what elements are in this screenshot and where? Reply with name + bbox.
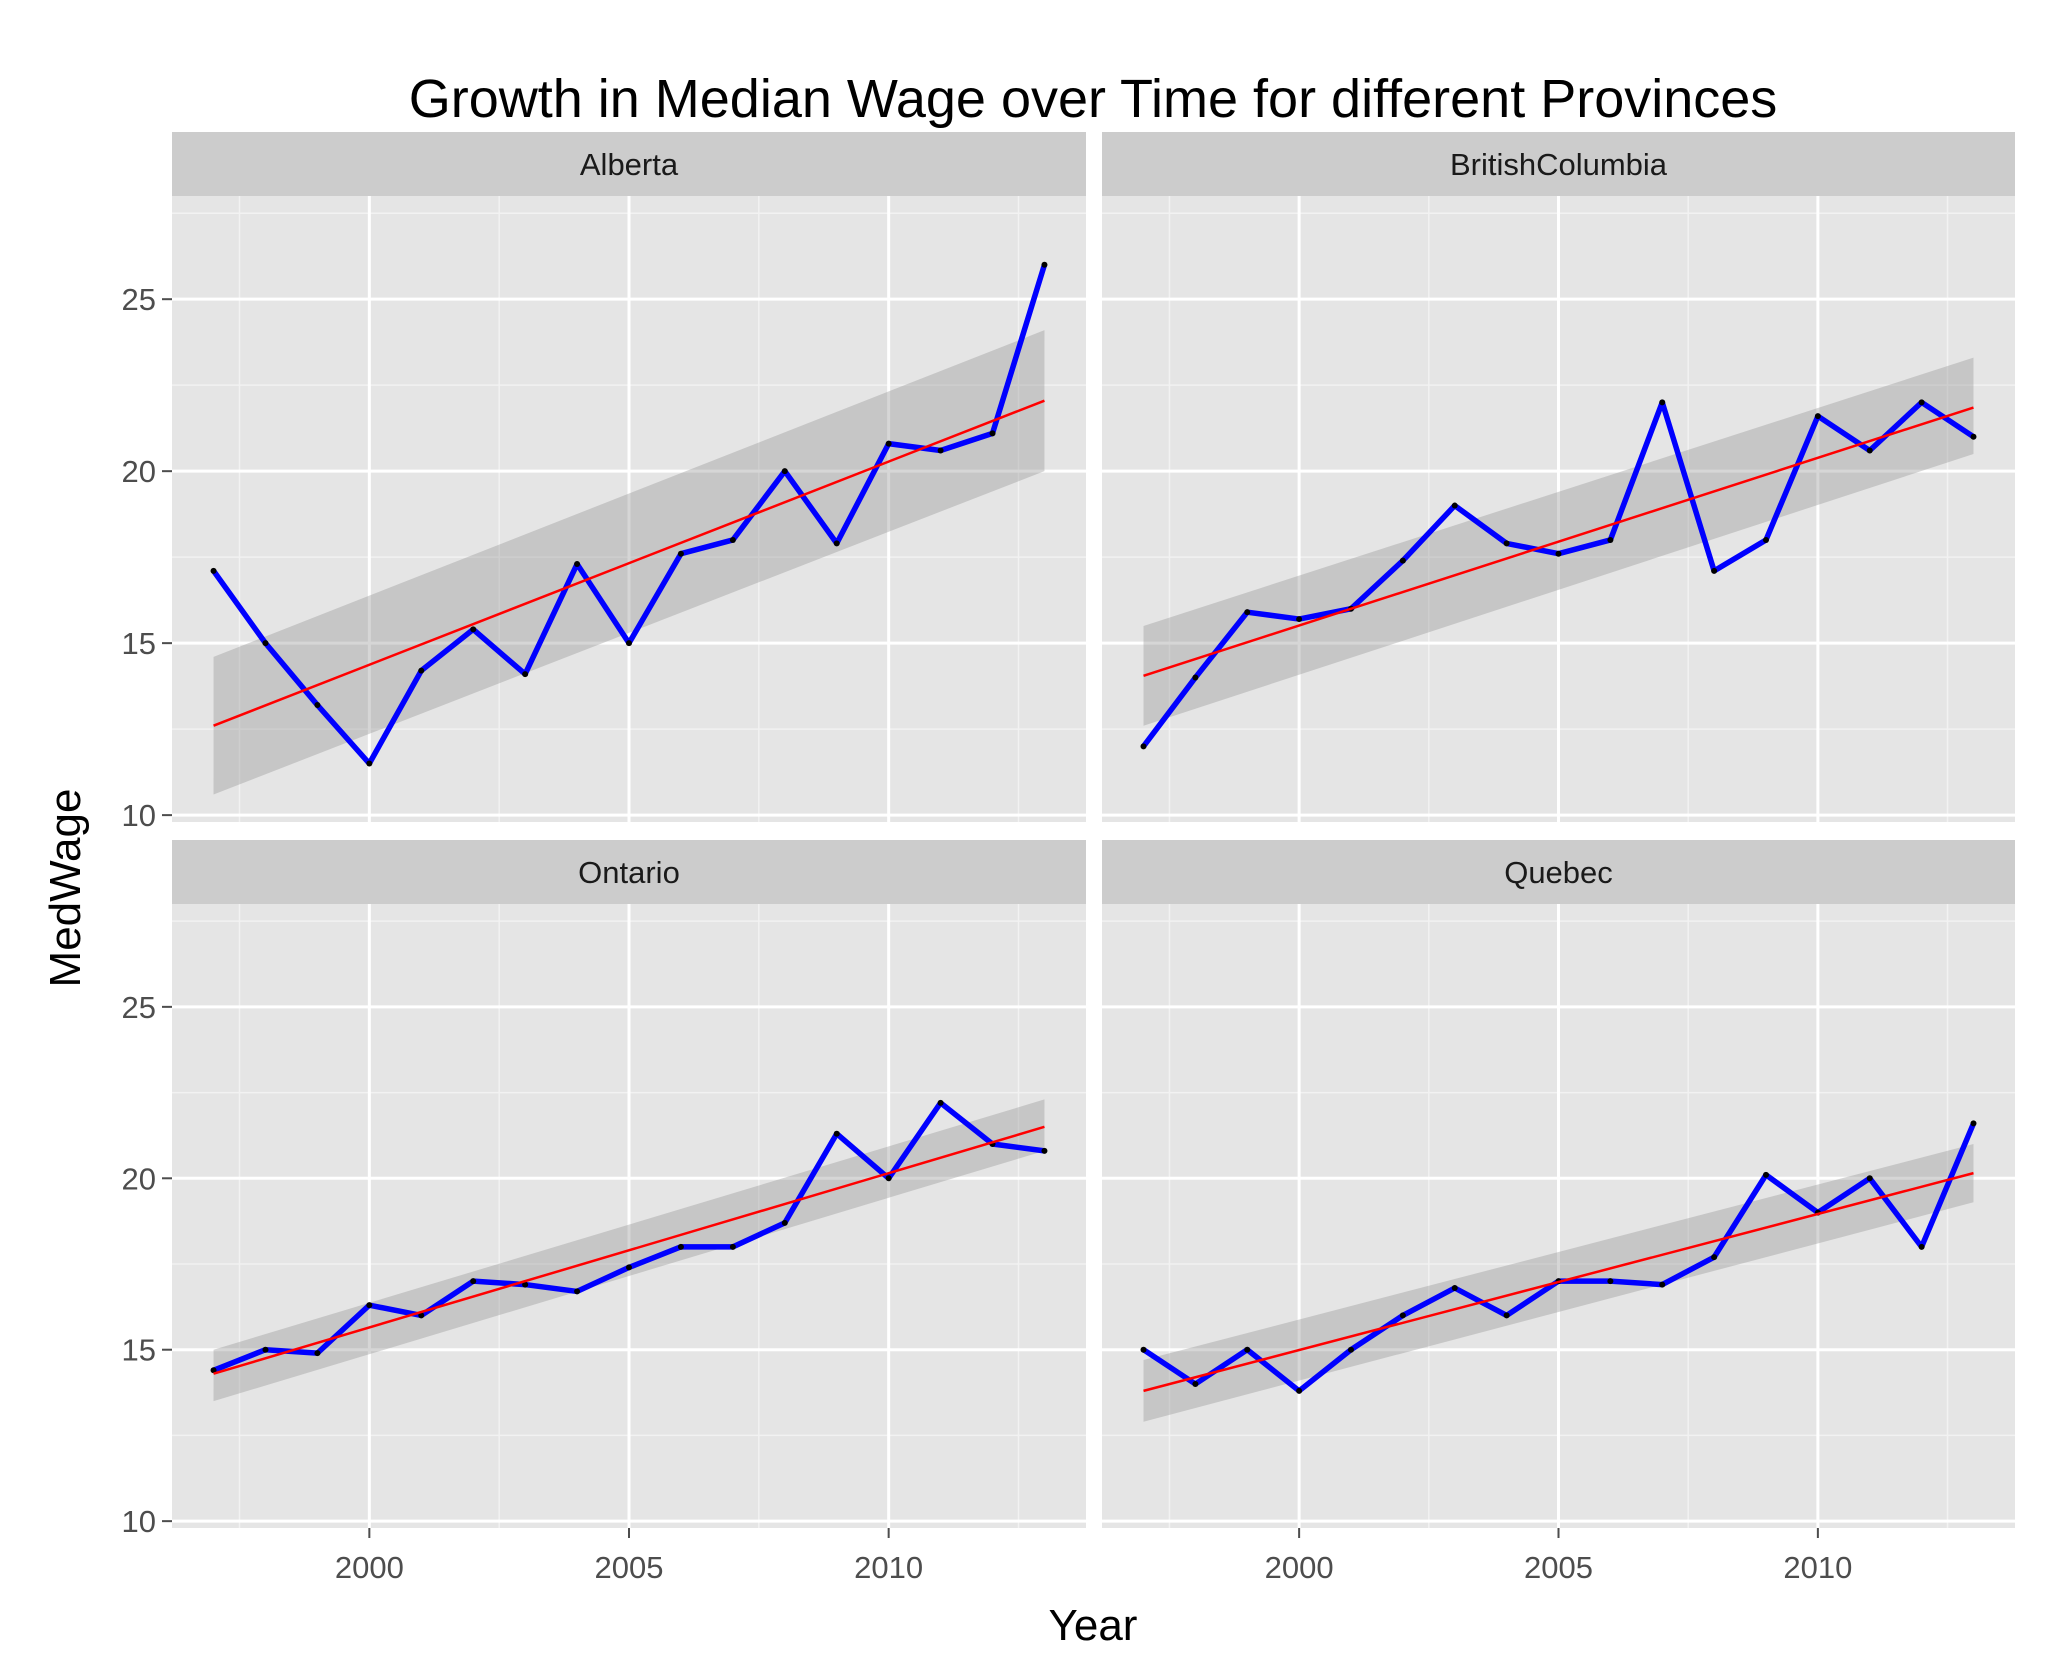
data-point — [1607, 536, 1614, 543]
data-point — [1296, 616, 1303, 623]
facet-strip-label: Alberta — [580, 147, 679, 182]
y-tick-label: 15 — [122, 626, 156, 661]
data-point — [1192, 674, 1199, 681]
data-point — [366, 1302, 373, 1309]
data-point — [937, 447, 944, 454]
data-point — [314, 702, 321, 709]
data-point — [781, 468, 788, 475]
facet-strip-label: BritishColumbia — [1450, 147, 1668, 182]
panel-britishcolumbia: BritishColumbia — [1102, 132, 2015, 822]
facet-strip — [172, 840, 1086, 904]
data-point — [833, 1130, 840, 1137]
facet-strip-label: Quebec — [1504, 855, 1613, 890]
data-point — [1192, 1381, 1199, 1387]
data-point — [418, 1312, 425, 1319]
facet-strip — [1102, 132, 2015, 196]
trend-line — [213, 1125, 1045, 1375]
trend-line — [213, 399, 1045, 727]
y-tick-label: 10 — [122, 798, 156, 833]
data-point — [885, 440, 892, 447]
x-tick-label: 2010 — [854, 1550, 923, 1585]
y-tick-label: 25 — [122, 990, 156, 1025]
data-point — [1866, 447, 1873, 454]
data-point — [210, 1367, 217, 1374]
data-point — [262, 640, 269, 647]
data-point — [626, 640, 632, 647]
data-point — [833, 540, 840, 547]
data-point — [314, 1350, 321, 1357]
trend-line — [1143, 406, 1974, 678]
data-point — [470, 1278, 477, 1285]
x-tick-label: 2000 — [1265, 1550, 1334, 1585]
data-point — [470, 626, 477, 633]
data-point — [885, 1175, 892, 1182]
facet-strip-label: Ontario — [578, 855, 680, 890]
data-point — [1918, 399, 1925, 406]
data-point — [1607, 1278, 1614, 1285]
y-axis-title: MedWage — [41, 789, 90, 988]
data-point — [1041, 261, 1048, 268]
data-point — [1451, 1285, 1458, 1291]
y-tick-label: 10 — [122, 1504, 156, 1539]
data-point — [574, 1288, 581, 1295]
data-point — [418, 667, 425, 674]
data-point — [1348, 1346, 1354, 1353]
x-tick-label: 2010 — [1783, 1550, 1852, 1585]
data-point — [366, 760, 373, 767]
data-point — [1296, 1387, 1303, 1394]
panel-ontario: Ontario 10 15 20 25 2000 2005 2010 — [122, 840, 1086, 1585]
data-point — [1244, 609, 1251, 616]
data-point — [781, 1219, 788, 1226]
chart-title: Growth in Median Wage over Time for diff… — [409, 69, 1778, 129]
data-point — [1866, 1175, 1873, 1182]
data-point — [1970, 433, 1977, 440]
data-point — [1451, 502, 1458, 509]
x-tick-label: 2000 — [335, 1550, 404, 1585]
facet-strip — [1102, 840, 2015, 904]
data-point — [677, 1243, 684, 1250]
panel-quebec: Quebec 2000 2005 2010 — [1102, 840, 2015, 1585]
data-point — [729, 1243, 736, 1250]
data-point — [1711, 567, 1718, 574]
data-point — [1970, 1120, 1977, 1127]
data-point — [1918, 1243, 1925, 1250]
data-point — [677, 550, 684, 557]
data-point — [1503, 540, 1510, 547]
data-point — [1140, 743, 1147, 750]
x-axis-title: Year — [1049, 1601, 1138, 1650]
y-tick-label: 20 — [122, 454, 156, 489]
panel-alberta: Alberta 10 15 20 25 — [122, 132, 1086, 833]
data-point — [1814, 413, 1821, 420]
data-point — [1763, 1171, 1769, 1178]
data-point — [1503, 1312, 1510, 1319]
y-tick-label: 25 — [122, 282, 156, 317]
data-point — [729, 536, 736, 543]
facet-panels: Alberta 10 15 20 25 BritishColumbia Ontario 10 1… — [122, 132, 2015, 1585]
trend-line — [1143, 1171, 1974, 1393]
data-point — [1399, 1312, 1406, 1319]
x-tick-label: 2005 — [1524, 1550, 1593, 1585]
data-point — [937, 1099, 944, 1106]
y-tick-label: 20 — [122, 1161, 156, 1196]
data-point — [1763, 536, 1769, 543]
data-point — [1711, 1254, 1718, 1261]
data-point — [1140, 1346, 1147, 1353]
data-point — [574, 561, 581, 568]
data-point — [989, 430, 996, 437]
data-point — [1555, 550, 1562, 557]
data-point — [522, 671, 529, 678]
data-point — [1244, 1346, 1251, 1353]
facet-strip — [172, 132, 1086, 196]
x-tick-label: 2005 — [595, 1550, 664, 1585]
data-point — [262, 1346, 269, 1353]
data-point — [1399, 557, 1406, 564]
data-point — [210, 567, 217, 574]
y-tick-label: 15 — [122, 1333, 156, 1368]
data-point — [1659, 399, 1666, 406]
data-point — [1659, 1281, 1666, 1288]
data-point — [1041, 1147, 1048, 1154]
data-point — [522, 1281, 529, 1288]
data-point — [626, 1264, 632, 1271]
